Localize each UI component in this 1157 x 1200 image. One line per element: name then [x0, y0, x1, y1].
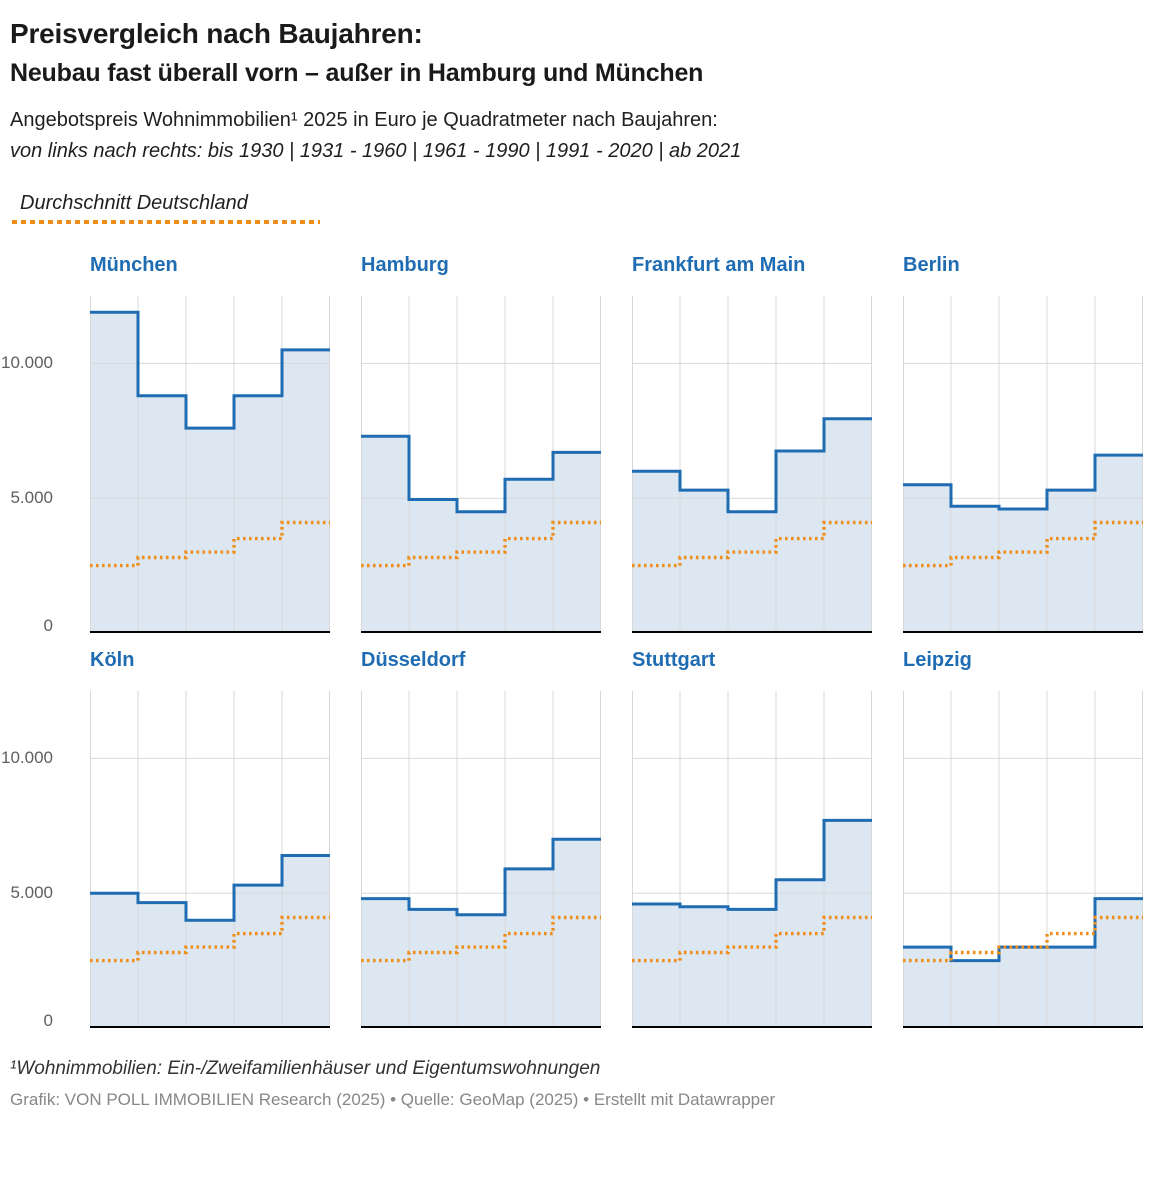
panel-chart-koeln — [90, 690, 330, 1028]
average-dotted-line — [903, 520, 1143, 567]
panel-duesseldorf: Düsseldorf — [361, 649, 601, 1028]
chart-page: Preisvergleich nach Baujahren: Neubau fa… — [1, 18, 1143, 1109]
city-step-line — [632, 818, 872, 911]
city-step-line — [361, 434, 601, 513]
small-multiples-grid: 0 5.000 10.000 München Hamburg Frankfurt a… — [1, 254, 1143, 1030]
panel-hamburg: Hamburg — [361, 254, 601, 633]
city-area-fill — [361, 838, 601, 1028]
panel-frankfurt: Frankfurt am Main — [632, 254, 872, 633]
city-area-fill — [903, 898, 1143, 1028]
city-step-line — [90, 853, 330, 922]
panel-muenchen: München — [90, 254, 330, 633]
y-tick-label: 0 — [43, 1010, 53, 1030]
chart-description-categories: von links nach rechts: bis 1930 | 1931 -… — [10, 139, 742, 162]
panel-title-leipzig: Leipzig — [903, 648, 972, 671]
average-dotted-line — [903, 915, 1143, 962]
panel-berlin: Berlin — [903, 254, 1143, 633]
legend-label-average: Durchschnitt Deutschland — [20, 191, 248, 214]
city-area-fill — [90, 311, 330, 633]
chart-row-1: 0 5.000 10.000 München Hamburg Frankfurt a… — [1, 254, 1143, 635]
panel-leipzig: Leipzig — [903, 649, 1143, 1028]
chart-title-line2: Neubau fast überall vorn – außer in Hamb… — [10, 59, 704, 87]
city-area-fill — [361, 435, 601, 633]
panel-chart-berlin — [903, 295, 1143, 633]
y-axis-row-2: 0 5.000 10.000 — [1, 649, 59, 1030]
panel-title-muenchen: München — [90, 253, 178, 276]
panel-koeln: Köln — [90, 649, 330, 1028]
average-dotted-line — [90, 520, 330, 567]
chart-title-line1: Preisvergleich nach Baujahren: — [10, 18, 423, 49]
panel-chart-hamburg — [361, 295, 601, 633]
city-step-line — [90, 310, 330, 430]
y-tick-label: 5.000 — [10, 882, 53, 902]
city-area-fill — [632, 418, 872, 633]
y-tick-label: 10.000 — [1, 352, 53, 372]
city-step-line — [361, 837, 601, 916]
panel-chart-muenchen — [90, 295, 330, 633]
credit-line: Grafik: VON POLL IMMOBILIEN Research (20… — [10, 1089, 776, 1109]
panel-title-koeln: Köln — [90, 648, 135, 671]
average-dotted-line — [632, 915, 872, 962]
average-dotted-line — [361, 520, 601, 567]
city-step-line — [903, 453, 1143, 510]
y-tick-label: 5.000 — [10, 487, 53, 507]
panel-stuttgart: Stuttgart — [632, 649, 872, 1028]
city-area-fill — [632, 819, 872, 1028]
average-dotted-line — [90, 915, 330, 962]
y-axis-row-1: 0 5.000 10.000 — [1, 254, 59, 635]
panel-chart-duesseldorf — [361, 690, 601, 1028]
chart-description: Angebotspreis Wohnimmobilien¹ 2025 in Eu… — [10, 108, 718, 131]
panel-title-hamburg: Hamburg — [361, 253, 449, 276]
legend-dotted-line-swatch — [12, 219, 320, 224]
y-tick-label: 0 — [43, 615, 53, 635]
legend: Durchschnitt Deutschland — [12, 192, 324, 224]
panel-title-berlin: Berlin — [903, 253, 960, 276]
panel-chart-stuttgart — [632, 690, 872, 1028]
panel-title-frankfurt: Frankfurt am Main — [632, 253, 806, 276]
panel-title-stuttgart: Stuttgart — [632, 648, 716, 671]
city-step-line — [632, 416, 872, 513]
y-tick-label: 10.000 — [1, 747, 53, 767]
footnote: ¹Wohnimmobilien: Ein-/Zweifamilienhäuser… — [10, 1057, 601, 1079]
panel-chart-leipzig — [903, 690, 1143, 1028]
average-dotted-line — [632, 520, 872, 567]
average-dotted-line — [361, 915, 601, 962]
city-area-fill — [903, 454, 1143, 633]
chart-row-2: 0 5.000 10.000 Köln Düsseldorf Stuttgart L… — [1, 649, 1143, 1030]
panel-chart-frankfurt — [632, 295, 872, 633]
panel-title-duesseldorf: Düsseldorf — [361, 648, 466, 671]
city-area-fill — [90, 855, 330, 1028]
